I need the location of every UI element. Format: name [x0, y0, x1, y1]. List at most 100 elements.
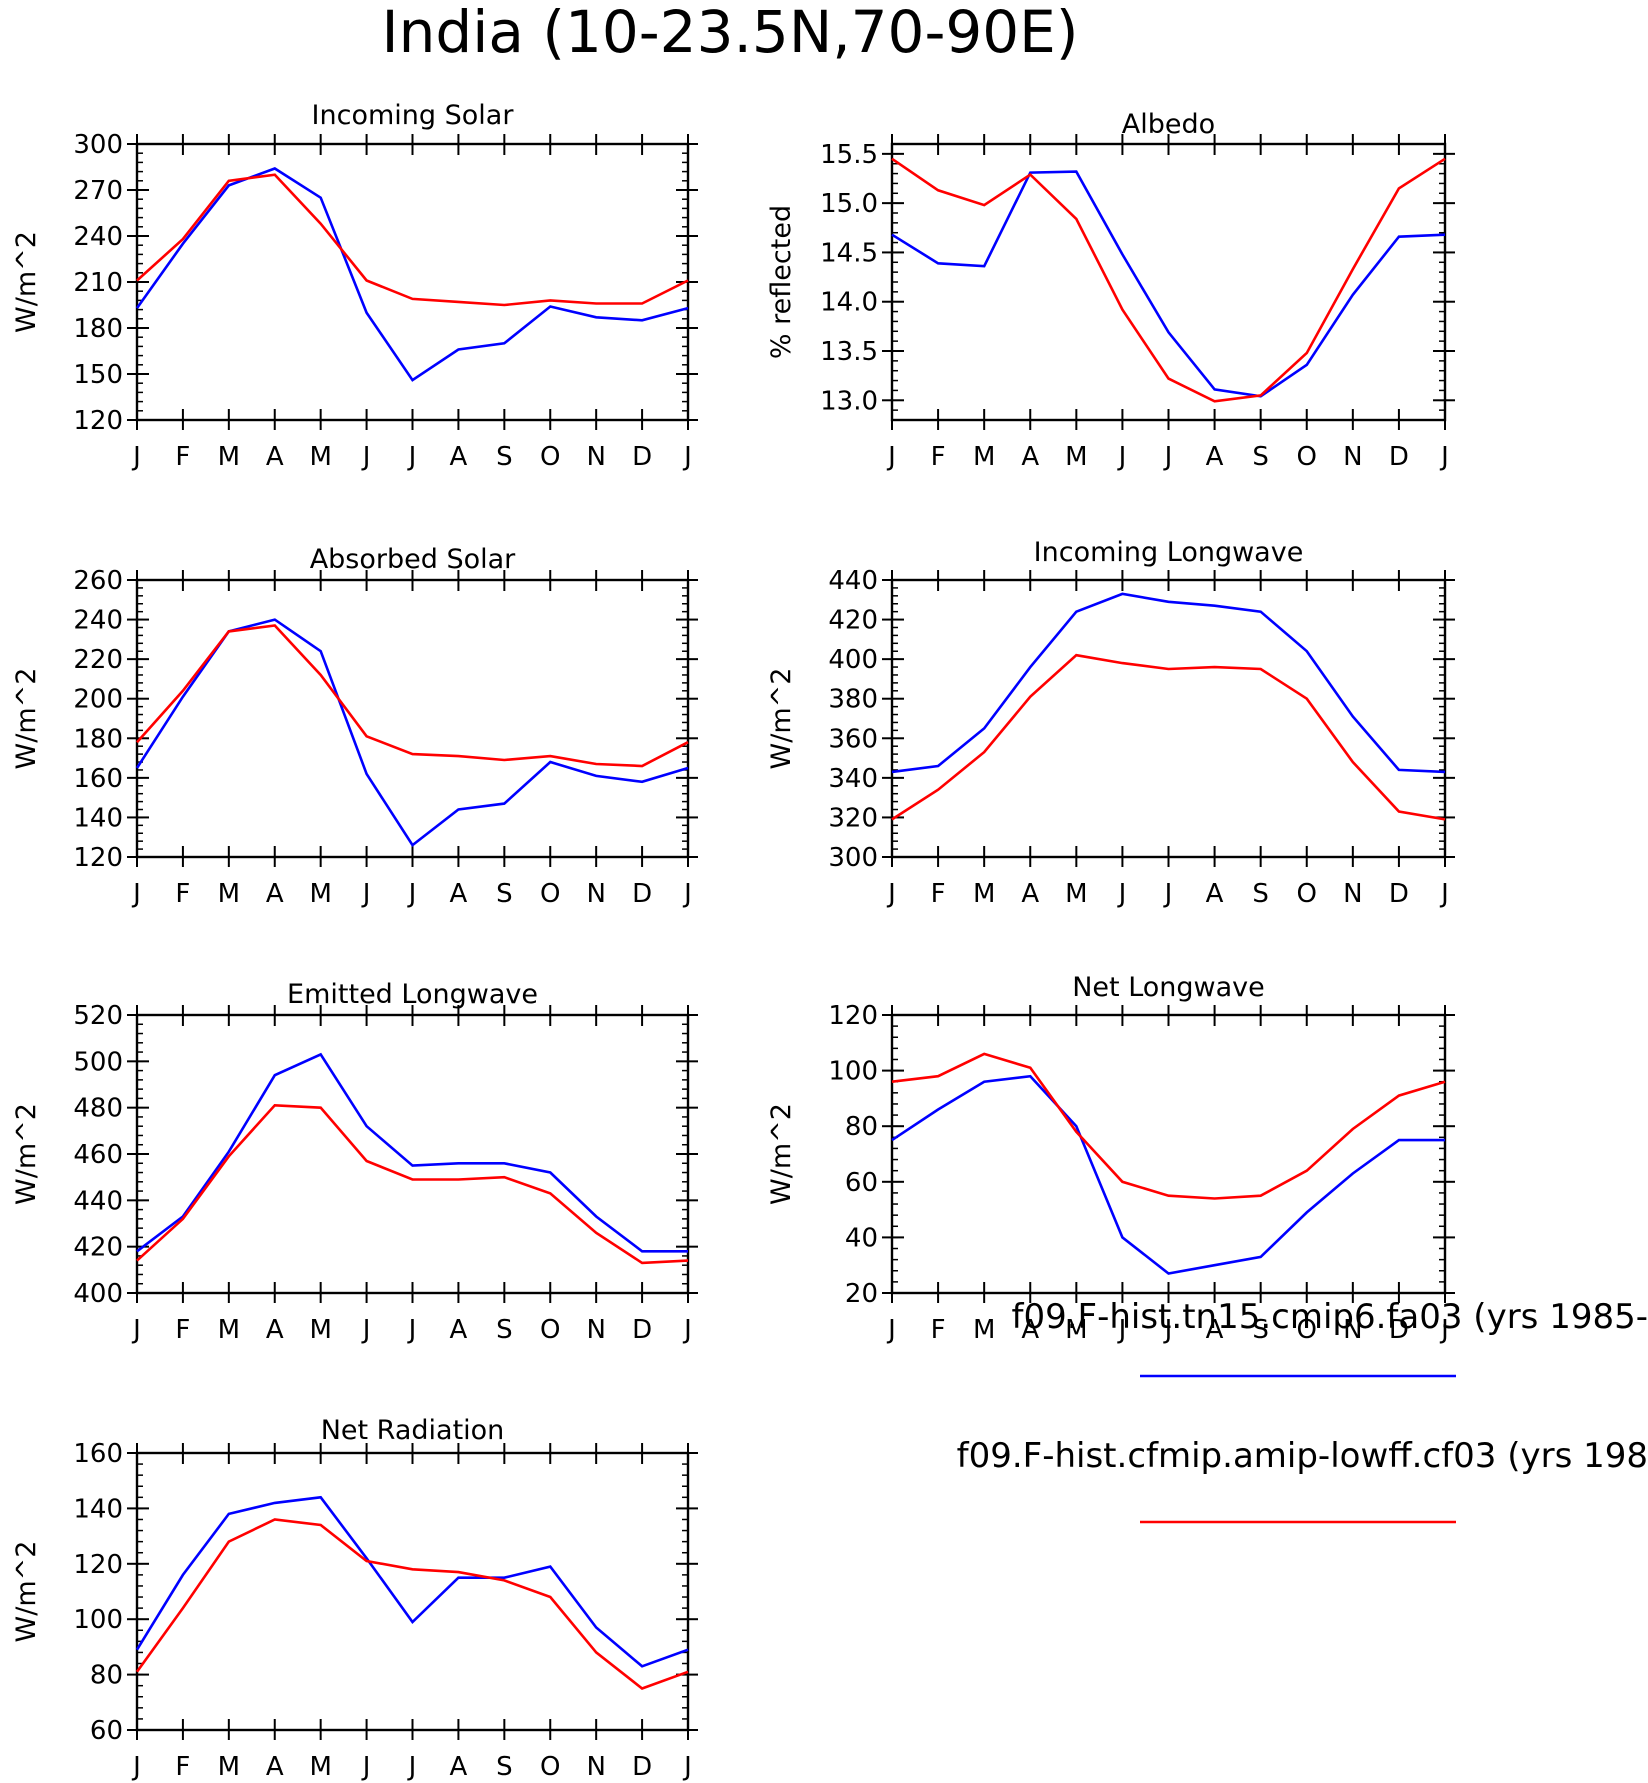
y-tick-label: 100: [828, 1057, 878, 1087]
panel-title: Net Radiation: [321, 1415, 505, 1446]
chart-panel-4: J F M A M J J A S O N D J300320340360380400420440Inc…: [766, 537, 1455, 909]
series-line-1: [891, 1074, 1445, 1275]
x-tick-label: A: [266, 879, 284, 909]
x-tick-label: N: [1343, 442, 1362, 472]
legend-label-series-1: f09.F-hist.tn15.cmip6.fa03 (yrs 1985-: [1011, 1297, 1648, 1337]
y-tick-label: 20: [845, 1279, 878, 1309]
x-tick-label: J: [886, 442, 896, 472]
x-tick-label: J: [1163, 879, 1173, 909]
y-tick-label: 260: [73, 566, 123, 596]
x-tick-label: F: [175, 1315, 190, 1345]
x-tick-label: J: [361, 1315, 371, 1345]
y-tick-label: 270: [73, 176, 123, 206]
panel-title: Albedo: [1122, 109, 1215, 140]
x-tick-label: S: [496, 879, 513, 909]
y-tick-label: 400: [828, 645, 878, 675]
x-tick-label: F: [175, 879, 190, 909]
series-line-1: [135, 618, 689, 847]
x-tick-label: M: [1065, 879, 1087, 909]
x-tick-label: M: [309, 879, 331, 909]
x-tick-label: A: [1021, 1315, 1039, 1345]
y-tick-label: 500: [73, 1047, 123, 1077]
series-line-2: [136, 624, 689, 768]
x-tick-label: M: [973, 1315, 995, 1345]
y-tick-label: 440: [828, 566, 878, 596]
x-tick-label: J: [682, 442, 692, 472]
legend: f09.F-hist.tn15.cmip6.fa03 (yrs 1985- f0…: [957, 1297, 1648, 1524]
y-tick-label: 150: [73, 360, 123, 390]
y-tick-label: 14.5: [820, 238, 878, 268]
y-tick-label: 180: [73, 724, 123, 754]
plot-frame: [135, 578, 690, 859]
y-tick-label: 140: [73, 803, 123, 833]
x-tick-label: J: [886, 879, 896, 909]
y-tick-label: 360: [828, 724, 878, 754]
x-tick-label: J: [1439, 879, 1449, 909]
y-tick-label: 460: [73, 1140, 123, 1170]
chart-panel-2: J F M A M J J A S O N D J13.013.514.014.515.015.5Alb…: [766, 109, 1455, 472]
plot-frame: [890, 1013, 1447, 1295]
plot-frame: [890, 578, 1447, 859]
x-tick-label: J: [886, 1315, 896, 1345]
x-tick-label: A: [266, 442, 284, 472]
x-tick-label: J: [1117, 1315, 1127, 1345]
plot-frame: [135, 1451, 690, 1732]
series-line-2: [135, 1518, 689, 1690]
chart-panel-1: J F M A M J J A S O N D J120150180210240270300Incomi…: [11, 100, 698, 472]
x-tick-label: J: [407, 1752, 417, 1782]
x-tick-label: O: [1297, 442, 1317, 472]
x-tick-label: A: [266, 1315, 284, 1345]
x-tick-label: J: [682, 1752, 692, 1782]
x-tick-label: A: [1206, 442, 1224, 472]
x-tick-label: O: [540, 1315, 560, 1345]
series-line-2: [136, 173, 689, 307]
series-line-1: [891, 592, 1446, 774]
x-tick-label: D: [632, 879, 652, 909]
y-tick-label: 15.0: [820, 189, 878, 219]
y-tick-label: 13.5: [820, 337, 878, 367]
x-tick-label: S: [1252, 442, 1269, 472]
x-tick-label: N: [586, 1315, 605, 1345]
x-tick-label: D: [1389, 442, 1409, 472]
panel-title: Emitted Longwave: [287, 979, 538, 1010]
x-tick-label: J: [1117, 879, 1127, 909]
x-tick-label: S: [1252, 879, 1269, 909]
x-tick-label: A: [1021, 442, 1039, 472]
y-tick-label: 60: [845, 1168, 878, 1198]
series-line-1: [135, 167, 689, 382]
x-tick-label: A: [450, 879, 468, 909]
x-tick-label: N: [1343, 1315, 1362, 1345]
y-tick-label: 210: [73, 268, 123, 298]
series-line-2: [891, 1052, 1446, 1200]
x-tick-label: J: [1163, 1315, 1173, 1345]
y-tick-label: 160: [73, 1439, 123, 1469]
y-tick-label: 300: [73, 130, 123, 160]
x-tick-label: D: [632, 442, 652, 472]
y-axis-label: W/m^2: [766, 1103, 797, 1205]
x-tick-label: M: [218, 442, 240, 472]
chart-panel-3: J F M A M J J A S O N D J120140160180200220240260Abs…: [11, 544, 698, 909]
x-tick-label: J: [361, 1752, 371, 1782]
x-tick-label: M: [973, 442, 995, 472]
x-tick-label: J: [1117, 442, 1127, 472]
y-axis-label: W/m^2: [11, 1541, 42, 1643]
y-axis-label: W/m^2: [11, 668, 42, 770]
x-tick-label: S: [1252, 1315, 1269, 1345]
y-axis-label: % reflected: [766, 205, 797, 359]
x-tick-label: N: [586, 879, 605, 909]
y-tick-label: 400: [73, 1279, 123, 1309]
y-tick-label: 440: [73, 1186, 123, 1216]
x-tick-label: M: [1065, 1315, 1087, 1345]
x-tick-label: N: [586, 442, 605, 472]
y-tick-label: 120: [73, 1550, 123, 1580]
y-tick-label: 240: [73, 606, 123, 636]
y-tick-label: 480: [73, 1094, 123, 1124]
x-tick-label: A: [1206, 879, 1224, 909]
x-tick-label: A: [266, 1752, 284, 1782]
y-tick-label: 15.5: [820, 140, 878, 170]
y-axis-label: W/m^2: [11, 1103, 42, 1205]
y-tick-label: 120: [828, 1001, 878, 1031]
x-tick-label: J: [407, 1315, 417, 1345]
y-tick-label: 420: [73, 1233, 123, 1263]
